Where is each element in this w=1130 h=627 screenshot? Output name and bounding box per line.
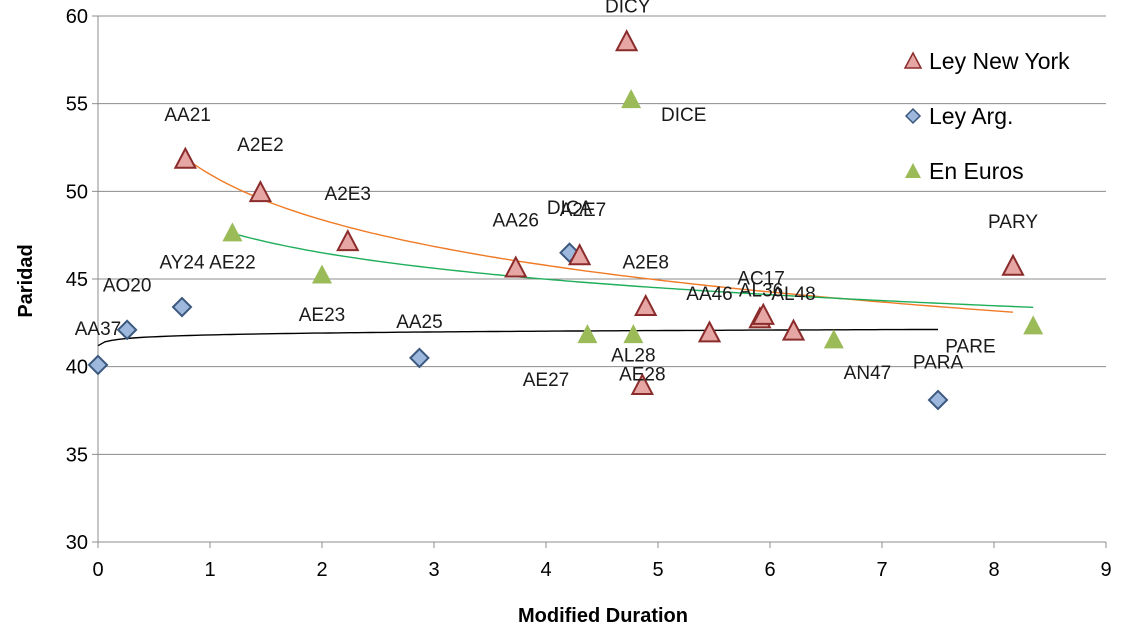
legend-item: En Euros [905,158,1024,184]
ny-point [173,146,198,169]
arg-point [171,296,193,318]
y-tick-label: 30 [66,532,88,554]
x-tick-label: 2 [316,559,327,581]
arg-point [927,389,949,411]
point-label: AA26 [493,210,539,231]
ny-point [697,320,722,343]
y-axis-title: Paridad [15,244,37,317]
grid-lines [98,15,1106,543]
point-label: A2E2 [237,135,283,156]
point-label: AE23 [299,305,345,326]
point-label: PARY [988,212,1038,233]
x-tick-label: 1 [204,559,215,581]
legend-marker [905,163,921,178]
trendline [184,157,1014,313]
legend-label: En Euros [929,158,1024,184]
legend-item: Ley New York [903,48,1070,74]
x-tick-label: 7 [876,559,887,581]
y-tick-label: 50 [66,181,88,203]
legend-marker [904,107,922,125]
legend-item: Ley Arg. [904,103,1013,129]
legend-marker [903,51,923,69]
y-tick-label: 55 [66,94,88,116]
point-label: AL28 [611,345,655,366]
x-axis-title: Modified Duration [518,605,688,627]
point-label: DICE [661,105,706,126]
y-tick-label: 45 [66,269,88,291]
arg-point [409,347,430,369]
point-label: AO20 [103,275,152,296]
ny-point [248,179,273,203]
x-tick-label: 8 [988,559,999,581]
ny-point [630,372,654,395]
ny-point [504,255,528,278]
euro-point [623,324,644,344]
arg-point [116,319,138,341]
ny-point [567,243,592,266]
legend-label: Ley New York [929,48,1070,74]
point-label: DICA [547,198,593,219]
point-label: PARE [945,337,995,358]
ny-point [1001,253,1025,276]
ny-point [781,318,806,341]
point-label: AA25 [396,312,442,333]
point-label: DICY [605,0,651,17]
euro-point [577,324,598,344]
point-label: AN47 [844,363,892,384]
y-tick-label: 60 [66,6,88,28]
x-tick-label: 5 [652,559,663,581]
euro-point [621,89,642,109]
point-label: AL36 [739,281,783,302]
arg-point [559,242,580,264]
euro-point [823,329,844,349]
point-label: AE27 [523,370,569,391]
trendline [97,328,938,347]
euro-point [222,222,243,242]
ny-point [336,229,360,252]
point-label: AE22 [209,252,255,273]
ny-point [751,302,775,325]
point-label: AY24 [159,252,205,273]
x-tick-label: 0 [92,559,103,581]
point-label: AA21 [164,105,210,126]
point-label: AA37 [75,319,121,340]
x-tick-label: 4 [540,559,551,581]
point-label: PARA [913,352,964,373]
ny-point [614,29,639,52]
point-label: A2E7 [560,200,606,221]
x-tick-label: 3 [428,559,439,581]
ny-point [634,293,658,317]
y-tick-label: 35 [66,444,88,466]
point-label: AA46 [686,284,732,305]
y-tick-label: 40 [66,357,88,379]
trendline [232,232,1034,308]
point-label: A2E8 [622,252,668,273]
arg-point [87,354,109,376]
point-label: AE28 [619,365,665,386]
legend: Ley New York Ley Arg. En Euros [903,48,1070,184]
legend-label: Ley Arg. [929,103,1013,129]
point-label: AL48 [771,284,815,305]
point-label: AC17 [737,268,785,289]
data-points [87,29,1044,411]
x-tick-label: 6 [764,559,775,581]
x-tick-label: 9 [1100,559,1111,581]
euro-point [1023,315,1044,335]
euro-point [312,264,332,284]
point-label: A2E3 [325,184,371,205]
